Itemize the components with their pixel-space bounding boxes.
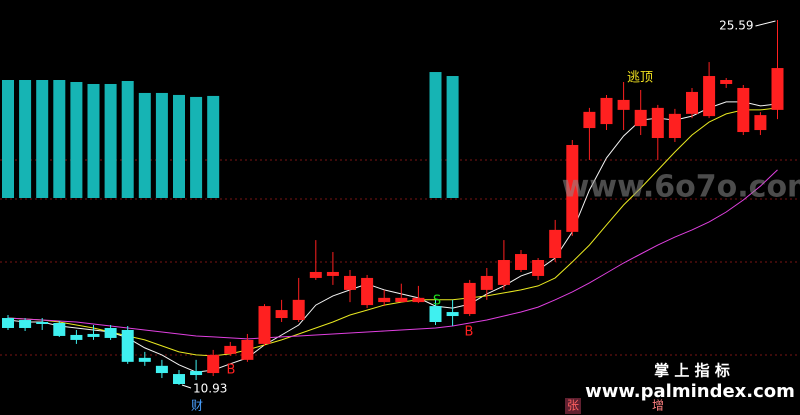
candle-body [275, 310, 288, 319]
candle-body [70, 334, 83, 340]
marker-bg [565, 398, 581, 414]
annotation: B [227, 363, 236, 378]
candle-body [532, 260, 545, 276]
candle-body [737, 87, 750, 133]
candle-body [36, 322, 49, 325]
annotation: B [465, 325, 474, 340]
candle-body [138, 357, 151, 362]
signal-bar [70, 81, 83, 198]
candle-body [292, 299, 305, 321]
candle-body [446, 312, 459, 317]
pointer [181, 384, 192, 389]
signal-bar [429, 72, 442, 198]
watermark: www.6o7o.com [562, 170, 800, 205]
candle-body [2, 318, 14, 328]
ma-line [7, 107, 778, 357]
candle-body [326, 271, 339, 276]
candle-body [754, 115, 767, 131]
candle-body [583, 111, 596, 129]
signal-bar [207, 95, 220, 198]
candle-body [686, 91, 698, 114]
candle-body [395, 297, 408, 303]
signal-bar [2, 80, 14, 198]
signal-bar [36, 80, 49, 198]
candle-body [668, 113, 681, 139]
candle-body [224, 345, 237, 354]
candle-body [634, 109, 647, 127]
plot: 10.93 25.59 [2, 19, 784, 396]
candle-body [378, 297, 391, 303]
high-label: 25.59 [719, 19, 753, 33]
candle-body [241, 339, 254, 360]
candle-body [566, 144, 579, 232]
watermark: 掌 上 指 标 [654, 362, 730, 380]
ma-line [7, 101, 778, 373]
candle-body [412, 297, 425, 303]
candle-body [720, 80, 733, 84]
candle-body [497, 260, 510, 285]
candle-body [617, 99, 630, 110]
candle-body [155, 365, 168, 374]
signal-bar [190, 96, 203, 198]
signal-bar [104, 83, 117, 198]
candle-body [463, 282, 476, 315]
candle-body [121, 329, 134, 362]
signal-bar [121, 80, 134, 198]
annotation: 逃顶 [627, 71, 653, 86]
signal-bar [87, 83, 100, 198]
candle-body [104, 327, 117, 338]
candle-body [429, 306, 442, 323]
ma-line [7, 169, 778, 340]
marker: 张 [567, 399, 579, 413]
signal-bar [155, 92, 168, 198]
annotation: S [433, 294, 441, 309]
candle-body [703, 76, 716, 117]
signal-bar [446, 76, 459, 198]
candle-body [258, 306, 271, 344]
candle-body [344, 275, 356, 290]
signal-bar [53, 80, 66, 198]
candle-body [87, 333, 100, 337]
low-label: 10.93 [193, 382, 227, 396]
watermark: www.palmindex.com [585, 381, 795, 402]
candle-body [190, 371, 203, 376]
candle-body [771, 68, 784, 110]
candle-body [309, 271, 322, 278]
candle-body [173, 374, 185, 385]
candle-body [600, 97, 613, 125]
candle-body [207, 354, 220, 374]
candle-body [361, 277, 374, 306]
candle-body [480, 275, 493, 290]
candle-body [515, 254, 527, 270]
marker: 财 [191, 399, 203, 413]
signal-bar [19, 80, 32, 198]
marker: 增 [652, 399, 664, 413]
candle-body [549, 229, 562, 259]
candle-body [651, 107, 664, 139]
signal-bar [173, 94, 185, 198]
candle-body [53, 323, 66, 336]
candle-body [19, 320, 32, 328]
pointer [755, 20, 776, 27]
signal-bar [138, 92, 151, 198]
